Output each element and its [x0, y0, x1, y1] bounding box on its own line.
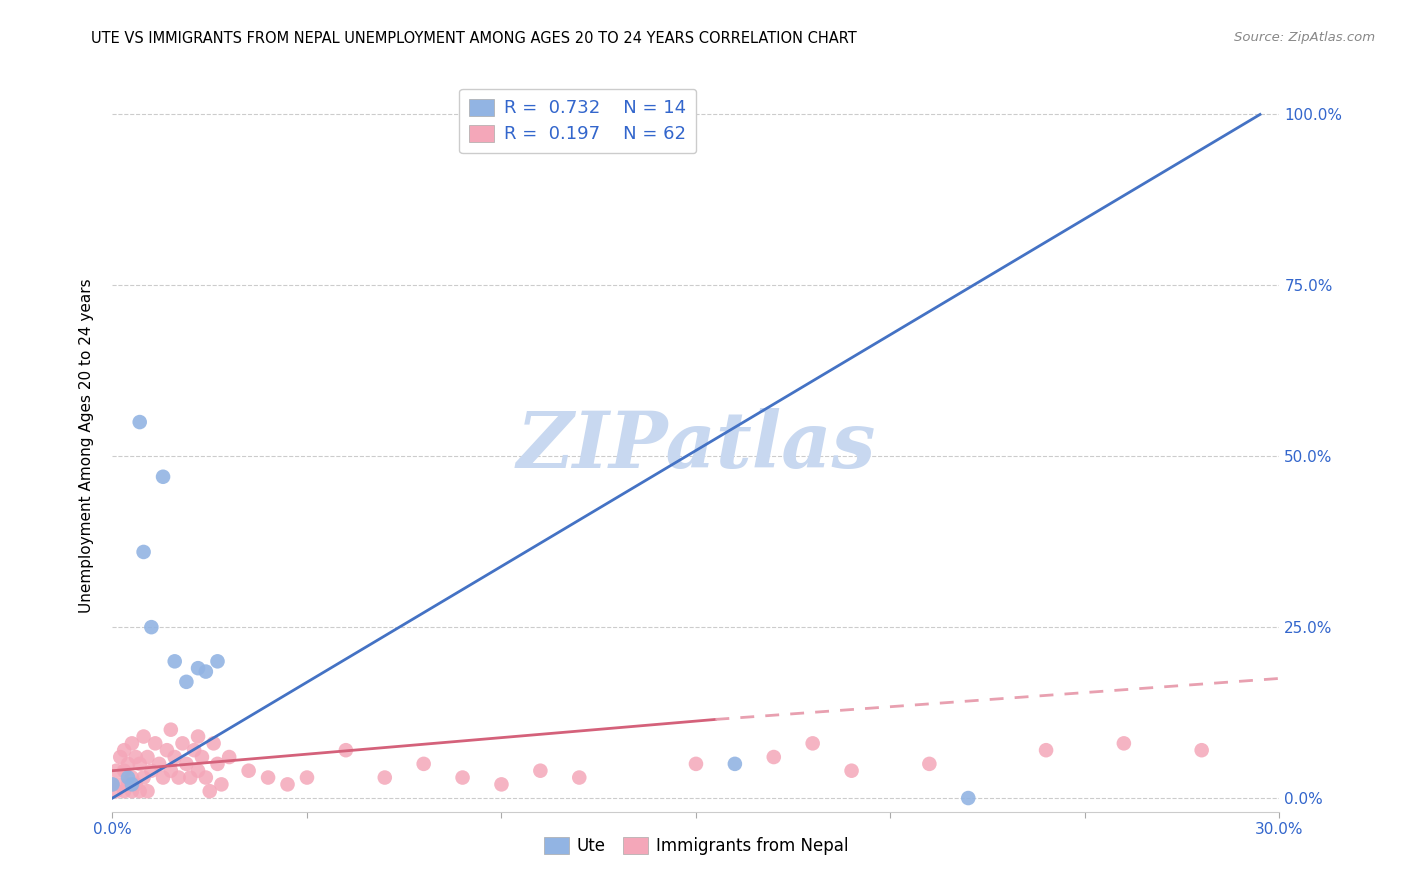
- Point: [163, 750, 186, 764]
- Point: [762, 750, 785, 764]
- Point: [128, 784, 150, 798]
- Point: [112, 764, 135, 778]
- Point: [156, 743, 179, 757]
- Point: [1191, 743, 1213, 757]
- Point: [176, 756, 198, 771]
- Point: [187, 730, 209, 744]
- Point: [957, 791, 980, 805]
- Point: [276, 777, 298, 791]
- Point: [125, 777, 148, 791]
- Point: [152, 771, 174, 785]
- Point: [724, 756, 747, 771]
- Point: [110, 777, 132, 791]
- Point: [238, 764, 260, 778]
- Point: [101, 777, 124, 791]
- Point: [207, 654, 229, 668]
- Point: [1035, 743, 1057, 757]
- Point: [141, 620, 163, 634]
- Point: [143, 736, 166, 750]
- Point: [128, 756, 150, 771]
- Point: [121, 736, 143, 750]
- Point: [529, 764, 551, 778]
- Point: [121, 777, 143, 791]
- Point: [121, 784, 143, 798]
- Point: [685, 756, 707, 771]
- Point: [335, 743, 357, 757]
- Point: [117, 771, 139, 785]
- Point: [183, 743, 205, 757]
- Point: [101, 777, 124, 791]
- Point: [128, 415, 150, 429]
- Point: [374, 771, 396, 785]
- Point: [187, 661, 209, 675]
- Point: [295, 771, 318, 785]
- Point: [121, 771, 143, 785]
- Point: [176, 674, 198, 689]
- Point: [194, 771, 217, 785]
- Point: [194, 665, 217, 679]
- Point: [218, 750, 240, 764]
- Point: [160, 764, 183, 778]
- Point: [187, 764, 209, 778]
- Point: [112, 784, 135, 798]
- Point: [148, 756, 170, 771]
- Point: [491, 777, 513, 791]
- Point: [172, 736, 194, 750]
- Point: [198, 784, 221, 798]
- Text: UTE VS IMMIGRANTS FROM NEPAL UNEMPLOYMENT AMONG AGES 20 TO 24 YEARS CORRELATION : UTE VS IMMIGRANTS FROM NEPAL UNEMPLOYMEN…: [91, 31, 858, 46]
- Point: [451, 771, 474, 785]
- Point: [136, 784, 159, 798]
- Point: [110, 750, 132, 764]
- Y-axis label: Unemployment Among Ages 20 to 24 years: Unemployment Among Ages 20 to 24 years: [79, 278, 94, 614]
- Point: [209, 777, 232, 791]
- Point: [132, 771, 155, 785]
- Point: [160, 723, 183, 737]
- Point: [141, 764, 163, 778]
- Text: Source: ZipAtlas.com: Source: ZipAtlas.com: [1234, 31, 1375, 45]
- Point: [132, 730, 155, 744]
- Point: [152, 469, 174, 483]
- Point: [179, 771, 201, 785]
- Legend: Ute, Immigrants from Nepal: Ute, Immigrants from Nepal: [537, 830, 855, 862]
- Point: [191, 750, 214, 764]
- Point: [918, 756, 941, 771]
- Point: [801, 736, 824, 750]
- Point: [105, 764, 128, 778]
- Point: [105, 784, 128, 798]
- Point: [167, 771, 190, 785]
- Point: [112, 743, 135, 757]
- Point: [117, 777, 139, 791]
- Text: ZIPatlas: ZIPatlas: [516, 408, 876, 484]
- Point: [207, 756, 229, 771]
- Point: [132, 545, 155, 559]
- Point: [117, 756, 139, 771]
- Point: [202, 736, 225, 750]
- Point: [257, 771, 280, 785]
- Point: [412, 756, 434, 771]
- Point: [568, 771, 591, 785]
- Point: [136, 750, 159, 764]
- Point: [125, 750, 148, 764]
- Point: [841, 764, 863, 778]
- Point: [163, 654, 186, 668]
- Point: [1112, 736, 1135, 750]
